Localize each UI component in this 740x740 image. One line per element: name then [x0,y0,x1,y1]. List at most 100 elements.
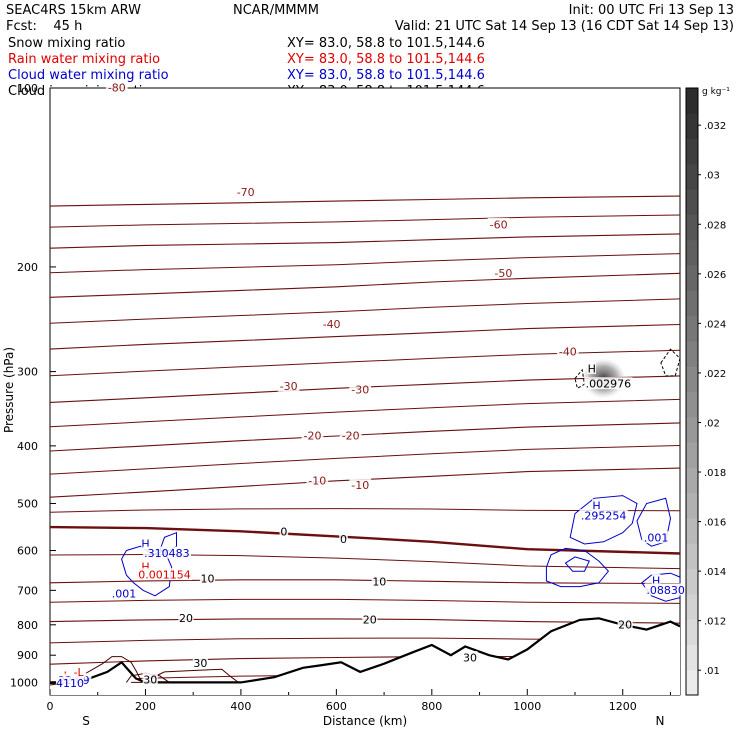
contour-label: -20 [342,430,360,443]
field-name: Rain water mixing ratio [8,52,160,67]
label-bg [592,499,601,512]
colorbar-segment [686,290,698,317]
label-bg [109,586,139,599]
contour-label: -10 [308,474,326,487]
label-bg [279,524,289,537]
contour-label: 4110 [56,677,84,690]
colorbar-segment [686,517,698,544]
center-label: NCAR/MMMM [233,3,319,18]
isotherm-line [50,422,680,452]
contour-label: H [652,574,660,587]
label-bg [137,568,192,581]
colorbar: .01 .012 .014 .016 .018 .02 .022 .024 .026 .028 .0… [685,87,730,696]
colorbar-tick-label: .024 [704,319,726,330]
y-tick-label: 500 [17,497,38,510]
y-tick-label: 900 [17,649,38,662]
contour-label: .002976 [586,378,632,391]
colorbar-segment [686,669,698,696]
label-bg [142,672,158,685]
isotherm-line-minor [50,253,680,274]
contour-label: .310483 [144,547,190,560]
contour-label: .001 [112,587,137,600]
colorbar-segment [686,442,698,468]
contour-label: 30 [193,657,207,670]
x-tick-label: 1200 [609,700,637,713]
annotation-layer: -70 -60 -50 -40 -40 -30 -30 -20 -20 -10 -10 0 0 10 10 2… [55,81,687,690]
y-tick-label: 1000 [10,676,38,689]
label-bg [142,546,192,559]
colorbar-segment [686,543,698,570]
label-bg [141,560,150,573]
contour-label: 20 [363,613,377,626]
label-bg [349,382,372,395]
colorbar-segment [686,644,698,671]
isotherm-line [50,525,680,555]
isotherm-line [50,375,680,403]
y-tick-label: 300 [17,366,38,379]
colorbar-segment [686,138,698,165]
label-bg [199,572,216,585]
label-bg [617,617,633,630]
isotherm-line [50,618,680,624]
label-bg [141,537,150,550]
isotherm-line-minor [50,349,680,377]
x-tick-label: 0 [47,700,54,713]
contour-label: -40 [559,345,577,358]
contour-label: -60 [490,218,508,231]
colorbar-unit: g kg⁻¹ [702,87,730,97]
cloud-contour [660,348,680,377]
colorbar-tick-label: .026 [704,270,726,281]
label-bg [55,676,85,689]
colorbar-tick-label: .01 [704,666,720,677]
near-surface-contour [149,668,239,683]
contour-label: 0 [280,525,287,538]
colorbar-segment [686,593,698,620]
label-bg [301,429,324,442]
colorbar-frame [685,87,699,696]
contour-label: 10 [201,573,215,586]
model-title: SEAC4RS 15km ARW [6,3,141,18]
contour-label: -20 [304,430,322,443]
isotherm-line [50,579,680,585]
colorbar-tick-label: .018 [704,468,726,479]
colorbar-tick-label: .03 [704,171,720,182]
label-bg [462,651,478,664]
label-bg [651,573,661,586]
contour-label: H [588,363,596,376]
contour-label: 30 [143,673,157,686]
isotherm-line [50,323,680,350]
cloud-contour [564,556,591,572]
colorbar-segment [686,163,698,190]
colorbar-segment [686,492,698,519]
colorbar-segment [686,340,698,367]
contour-label: .001 [644,532,669,545]
terrain-layer [50,617,680,695]
label-bg [487,217,510,230]
x-tick-label: 200 [135,700,156,713]
isotherm-line-minor [50,398,680,428]
label-bg [556,344,579,357]
axes-layer: 0 200 400 600 800 1000 12001002003004005006007… [10,82,671,713]
contour-label: H [141,538,149,551]
contour-label: -30 [351,383,369,396]
valid-label: Valid: 21 UTC Sat 14 Sep 13 (16 CDT Sat … [395,19,734,34]
label-bg [192,656,208,669]
x-tick-label: 800 [421,700,442,713]
contour-label: -L [74,666,85,679]
isotherm-line-minor [50,637,680,644]
y-tick-label: 200 [17,261,38,274]
contour-label: H [141,561,149,574]
terrain-line [50,617,680,684]
label-bg [178,611,194,624]
x-end-left: S [82,714,90,728]
label-bg [644,583,687,596]
x-axis-label: Distance (km) [323,714,407,728]
colorbar-segment [686,88,698,114]
y-tick-label: 800 [17,619,38,632]
colorbar-segment [686,189,698,215]
label-bg [641,531,671,544]
isotherm-line [50,195,680,207]
contour-label: 30 [463,652,477,665]
contour-label: -30 [280,380,298,393]
contour-label: 20 [618,618,632,631]
